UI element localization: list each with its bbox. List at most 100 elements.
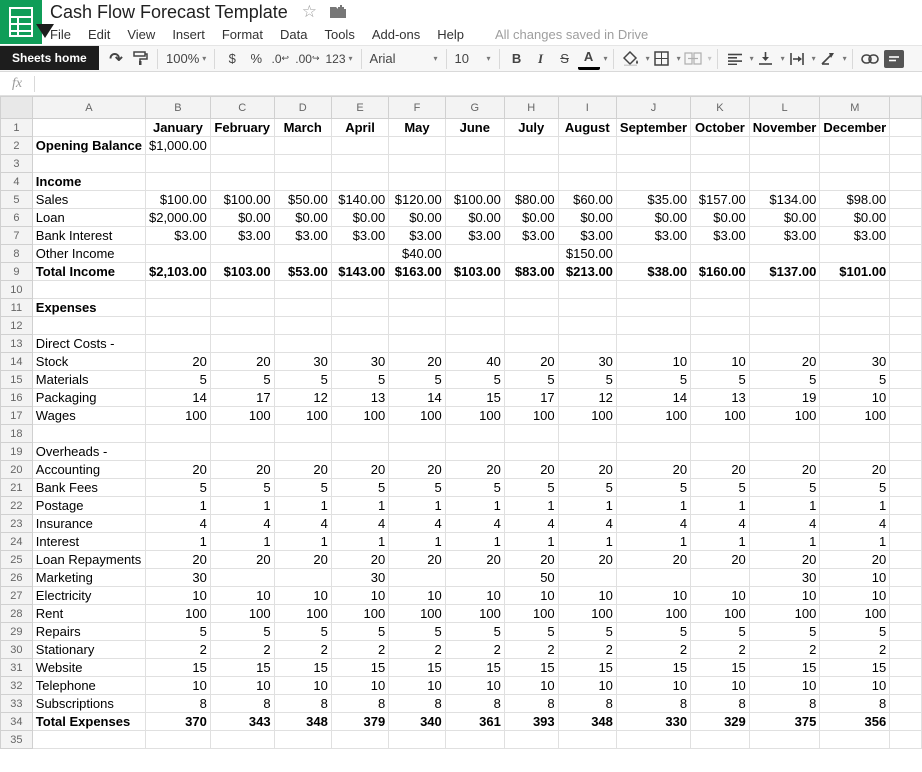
cell-f10[interactable]	[388, 280, 446, 299]
cell-b19[interactable]	[145, 442, 211, 461]
cell-c5[interactable]: $100.00	[210, 190, 275, 209]
cell-l34[interactable]: 375	[749, 712, 821, 731]
cell-f22[interactable]: 1	[388, 496, 446, 515]
text-wrap-button[interactable]	[786, 48, 808, 70]
cell-i6[interactable]: $0.00	[558, 208, 617, 227]
cell-g8[interactable]	[445, 244, 505, 263]
cell-c13[interactable]	[210, 334, 275, 353]
cell-d1[interactable]: March	[274, 118, 332, 137]
cell-d8[interactable]	[274, 244, 332, 263]
cell-h20[interactable]: 20	[504, 460, 559, 479]
cell-j35[interactable]	[616, 730, 692, 749]
cell-k2[interactable]	[690, 136, 750, 155]
cell-f28[interactable]: 100	[388, 604, 446, 623]
cell-k8[interactable]	[690, 244, 750, 263]
cell-k11[interactable]	[690, 298, 750, 317]
cell-l8[interactable]	[749, 244, 821, 263]
cell-k20[interactable]: 20	[690, 460, 750, 479]
cell-m16[interactable]: 10	[819, 388, 891, 407]
cell-c11[interactable]	[210, 298, 275, 317]
cell-l29[interactable]: 5	[749, 622, 821, 641]
cell-c32[interactable]: 10	[210, 676, 275, 695]
cell-h11[interactable]	[504, 298, 559, 317]
cell-h9[interactable]: $83.00	[504, 262, 559, 281]
cell-f13[interactable]	[388, 334, 446, 353]
row-header-14[interactable]: 14	[0, 352, 33, 371]
cell-l35[interactable]	[749, 730, 821, 749]
cell-b31[interactable]: 15	[145, 658, 211, 677]
cell-l15[interactable]: 5	[749, 370, 821, 389]
cell-h12[interactable]	[504, 316, 559, 335]
cell-c31[interactable]: 15	[210, 658, 275, 677]
cell-k29[interactable]: 5	[690, 622, 750, 641]
cell-l30[interactable]: 2	[749, 640, 821, 659]
row-header-26[interactable]: 26	[0, 568, 33, 587]
menu-item-insert[interactable]: Insert	[172, 26, 205, 42]
chevron-down-icon[interactable]: ▾	[676, 54, 681, 63]
cell-d17[interactable]: 100	[274, 406, 332, 425]
cell-g31[interactable]: 15	[445, 658, 505, 677]
cell-d31[interactable]: 15	[274, 658, 332, 677]
cell-i3[interactable]	[558, 154, 617, 173]
cell-m22[interactable]: 1	[819, 496, 891, 515]
cell-b16[interactable]: 14	[145, 388, 211, 407]
row-header-34[interactable]: 34	[0, 712, 33, 731]
cell-k7[interactable]: $3.00	[690, 226, 750, 245]
cell-g2[interactable]	[445, 136, 505, 155]
cell-m3[interactable]	[819, 154, 891, 173]
cell-d29[interactable]: 5	[274, 622, 332, 641]
cell-g1[interactable]: June	[445, 118, 505, 137]
cell-h34[interactable]: 393	[504, 712, 559, 731]
cell-b21[interactable]: 5	[145, 478, 211, 497]
cell-h15[interactable]: 5	[504, 370, 559, 389]
text-color-button[interactable]: A	[577, 48, 600, 70]
cell-h19[interactable]	[504, 442, 559, 461]
cell-j6[interactable]: $0.00	[616, 208, 692, 227]
cell-j27[interactable]: 10	[616, 586, 692, 605]
cell-c27[interactable]: 10	[210, 586, 275, 605]
menu-item-edit[interactable]: Edit	[87, 26, 111, 42]
cell-a22[interactable]: Postage	[32, 496, 146, 515]
cell-j28[interactable]: 100	[616, 604, 692, 623]
cell-e3[interactable]	[331, 154, 390, 173]
cell-g10[interactable]	[445, 280, 505, 299]
cell-b24[interactable]: 1	[145, 532, 211, 551]
cell-h31[interactable]: 15	[504, 658, 559, 677]
cell-c34[interactable]: 343	[210, 712, 275, 731]
cell-f29[interactable]: 5	[388, 622, 446, 641]
cell-g24[interactable]: 1	[445, 532, 505, 551]
row-header-15[interactable]: 15	[0, 370, 33, 389]
cell-a15[interactable]: Materials	[32, 370, 146, 389]
cell-e2[interactable]	[331, 136, 390, 155]
move-to-folder-icon[interactable]	[329, 5, 347, 19]
cell-g29[interactable]: 5	[445, 622, 505, 641]
cell-k4[interactable]	[690, 172, 750, 191]
cell-a6[interactable]: Loan	[32, 208, 146, 227]
decrease-decimal-button[interactable]: .0 ↩	[271, 51, 290, 66]
cell-h16[interactable]: 17	[504, 388, 559, 407]
cell-i25[interactable]: 20	[558, 550, 617, 569]
cell-b7[interactable]: $3.00	[145, 226, 211, 245]
cell-d32[interactable]: 10	[274, 676, 332, 695]
cell-j15[interactable]: 5	[616, 370, 692, 389]
cell-g33[interactable]: 8	[445, 694, 505, 713]
cell-e6[interactable]: $0.00	[331, 208, 390, 227]
cell-b20[interactable]: 20	[145, 460, 211, 479]
cell-g23[interactable]: 4	[445, 514, 505, 533]
fill-color-button[interactable]	[620, 48, 642, 70]
column-header-a[interactable]: A	[31, 96, 146, 119]
cell-k6[interactable]: $0.00	[690, 208, 750, 227]
cell-a8[interactable]: Other Income	[32, 244, 146, 263]
cell-b4[interactable]	[145, 172, 211, 191]
cell-h35[interactable]	[504, 730, 559, 749]
cell-b12[interactable]	[145, 316, 211, 335]
cell-e25[interactable]: 20	[331, 550, 390, 569]
cell-f18[interactable]	[388, 424, 446, 443]
column-header-j[interactable]: J	[615, 96, 692, 119]
row-header-2[interactable]: 2	[0, 136, 33, 155]
cell-a28[interactable]: Rent	[32, 604, 146, 623]
cell-f14[interactable]: 20	[388, 352, 446, 371]
cell-l13[interactable]	[749, 334, 821, 353]
cell-i24[interactable]: 1	[558, 532, 617, 551]
cell-g34[interactable]: 361	[445, 712, 505, 731]
